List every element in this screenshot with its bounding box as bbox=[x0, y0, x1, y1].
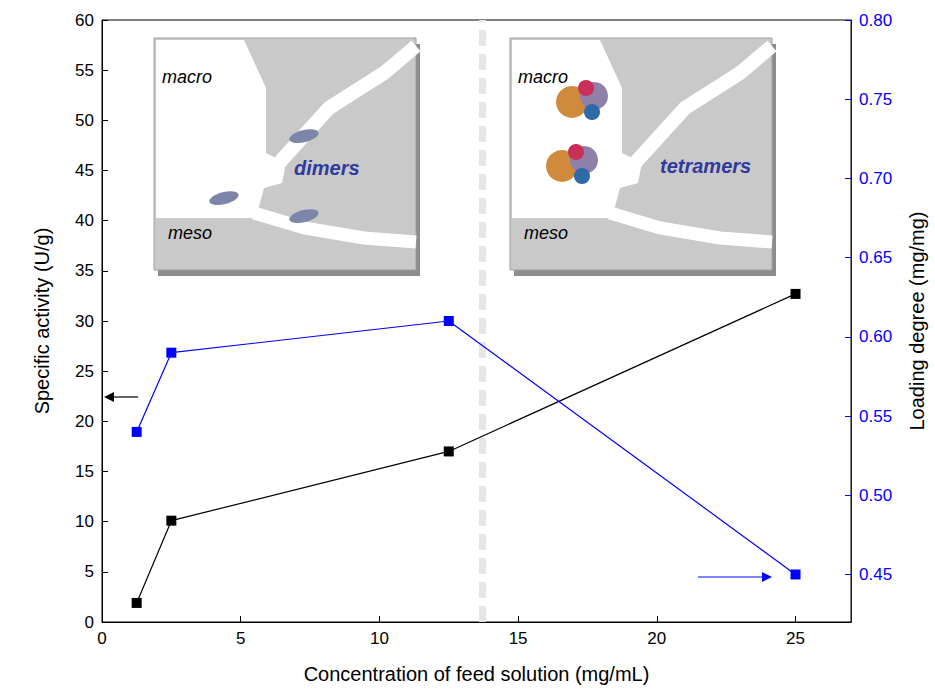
svg-text:30: 30 bbox=[75, 312, 94, 331]
svg-text:25: 25 bbox=[786, 629, 805, 648]
svg-text:dimers: dimers bbox=[294, 157, 360, 179]
svg-text:45: 45 bbox=[75, 161, 94, 180]
svg-text:15: 15 bbox=[509, 629, 528, 648]
svg-text:0.65: 0.65 bbox=[859, 248, 892, 267]
svg-text:tetramers: tetramers bbox=[660, 155, 751, 177]
svg-text:20: 20 bbox=[647, 629, 666, 648]
svg-text:5: 5 bbox=[236, 629, 245, 648]
svg-text:macro: macro bbox=[162, 67, 212, 87]
svg-text:20: 20 bbox=[75, 412, 94, 431]
svg-text:0.60: 0.60 bbox=[859, 327, 892, 346]
svg-text:10: 10 bbox=[370, 629, 389, 648]
svg-text:60: 60 bbox=[75, 11, 94, 30]
svg-text:35: 35 bbox=[75, 261, 94, 280]
svg-text:55: 55 bbox=[75, 61, 94, 80]
svg-text:0.45: 0.45 bbox=[859, 565, 892, 584]
svg-text:0.70: 0.70 bbox=[859, 169, 892, 188]
svg-text:25: 25 bbox=[75, 362, 94, 381]
svg-text:5: 5 bbox=[85, 562, 94, 581]
svg-text:0: 0 bbox=[97, 629, 106, 648]
svg-text:0.55: 0.55 bbox=[859, 407, 892, 426]
svg-text:Loading degree (mg/mg): Loading degree (mg/mg) bbox=[906, 211, 928, 430]
svg-text:50: 50 bbox=[75, 111, 94, 130]
svg-text:meso: meso bbox=[168, 223, 212, 243]
svg-text:0: 0 bbox=[85, 613, 94, 632]
svg-text:40: 40 bbox=[75, 211, 94, 230]
svg-text:0.75: 0.75 bbox=[859, 90, 892, 109]
svg-text:0.80: 0.80 bbox=[859, 11, 892, 30]
svg-text:Specific activity (U/g): Specific activity (U/g) bbox=[31, 228, 53, 415]
svg-text:0.50: 0.50 bbox=[859, 486, 892, 505]
svg-text:meso: meso bbox=[524, 223, 568, 243]
svg-text:10: 10 bbox=[75, 512, 94, 531]
svg-text:macro: macro bbox=[518, 67, 568, 87]
svg-text:15: 15 bbox=[75, 462, 94, 481]
svg-text:Concentration of feed solution: Concentration of feed solution (mg/mL) bbox=[304, 663, 650, 685]
